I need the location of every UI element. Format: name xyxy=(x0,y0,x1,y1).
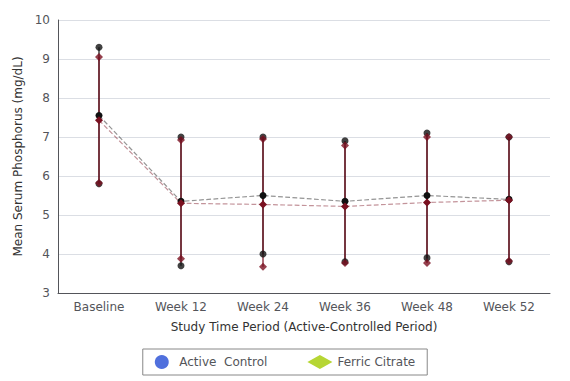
svg-text:5: 5 xyxy=(42,208,50,222)
svg-text:8: 8 xyxy=(42,91,50,105)
svg-text:6: 6 xyxy=(42,169,50,183)
svg-text:10: 10 xyxy=(35,13,50,27)
svg-text:Week 12: Week 12 xyxy=(155,300,207,314)
svg-text:Mean Serum Phosphorus (mg/dL): Mean Serum Phosphorus (mg/dL) xyxy=(11,56,25,256)
svg-text:Week 24: Week 24 xyxy=(237,300,289,314)
svg-text:9: 9 xyxy=(42,52,50,66)
svg-text:Study Time Period (Active-Cont: Study Time Period (Active-Controlled Per… xyxy=(171,320,438,334)
svg-text:Week 52: Week 52 xyxy=(483,300,535,314)
svg-text:Week 48: Week 48 xyxy=(401,300,453,314)
svg-text:4: 4 xyxy=(42,247,50,261)
svg-text:3: 3 xyxy=(42,286,50,300)
svg-text:Week 36: Week 36 xyxy=(319,300,371,314)
svg-text:7: 7 xyxy=(42,130,50,144)
svg-text:Active Control: Active Control xyxy=(179,355,267,369)
svg-text:Baseline: Baseline xyxy=(74,300,125,314)
svg-text:Ferric Citrate: Ferric Citrate xyxy=(337,355,415,369)
